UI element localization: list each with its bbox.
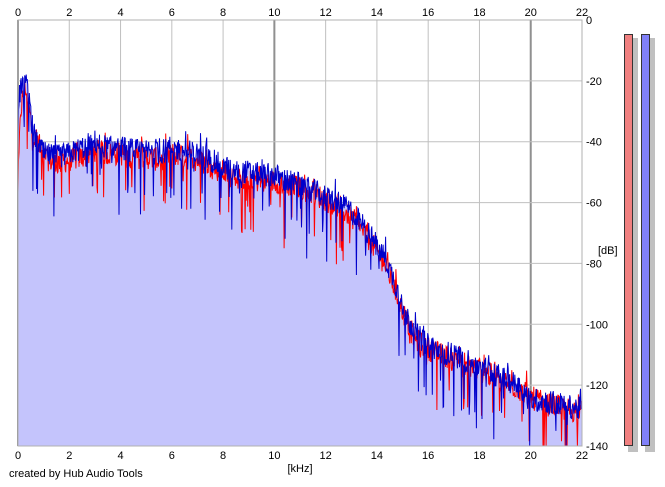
x-tick-label-bottom: 6 [169,450,175,462]
x-tick-label-top: 18 [473,7,485,19]
y-tick-label: -60 [586,198,602,210]
y-tick-label: -140 [586,441,608,453]
x-tick-label-bottom: 22 [576,450,588,462]
spectrum-series-2 [17,74,583,447]
x-tick-label-top: 20 [525,7,537,19]
x-tick-label-bottom: 20 [525,450,537,462]
x-tick-label-bottom: 18 [473,450,485,462]
y-tick-label: -80 [586,258,602,270]
x-axis-label: [kHz] [287,463,312,475]
x-tick-label-bottom: 14 [371,450,383,462]
right-channel-meter-shadow [645,38,655,452]
x-tick-label-bottom: 4 [117,450,123,462]
x-tick-label-top: 0 [15,7,21,19]
y-tick-label: 0 [586,15,592,27]
plot-border [17,19,583,447]
x-tick-label-bottom: 12 [320,450,332,462]
y-tick-label: -100 [586,319,608,331]
left-channel-level-meter [624,34,633,446]
spectrum-fill-area [18,74,582,446]
x-tick-label-top: 14 [371,7,383,19]
x-tick-label-top: 12 [320,7,332,19]
x-tick-label-top: 22 [576,7,588,19]
x-tick-label-bottom: 16 [422,450,434,462]
x-tick-label-top: 8 [220,7,226,19]
x-tick-label-top: 6 [169,7,175,19]
y-tick-label: -40 [586,137,602,149]
y-axis-label: [dB] [598,245,618,257]
series-layer [17,74,583,447]
x-tick-label-top: 4 [117,7,123,19]
tick-layer: 002244668810101212141416161818202022220-… [15,7,608,462]
right-channel-level-meter [641,34,650,446]
x-tick-label-top: 16 [422,7,434,19]
left-channel-meter-shadow [628,38,638,452]
y-tick-label: -20 [586,76,602,88]
credit-text: created by Hub Audio Tools [9,468,143,480]
x-tick-label-bottom: 8 [220,450,226,462]
x-tick-label-bottom: 10 [268,450,280,462]
x-tick-label-top: 10 [268,7,280,19]
x-tick-label-top: 2 [66,7,72,19]
x-tick-label-bottom: 0 [15,450,21,462]
y-tick-label: -120 [586,380,608,392]
x-tick-label-bottom: 2 [66,450,72,462]
